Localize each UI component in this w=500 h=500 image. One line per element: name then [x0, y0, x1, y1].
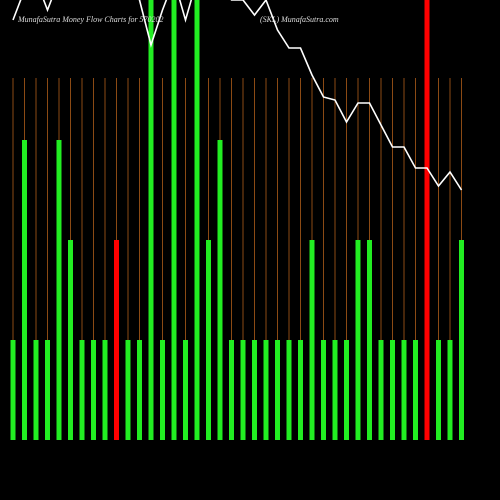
bar	[390, 340, 395, 440]
bar	[45, 340, 50, 440]
bar	[344, 340, 349, 440]
bar	[447, 340, 453, 440]
bar	[183, 340, 188, 440]
chart-title: MunafaSutra Money Flow Charts for 570202	[17, 15, 164, 24]
bar	[33, 340, 39, 440]
bar	[355, 240, 361, 440]
bars	[10, 0, 464, 440]
bar	[56, 140, 62, 440]
bar	[206, 240, 211, 440]
bar	[68, 240, 73, 440]
bar	[252, 340, 257, 440]
bar	[263, 340, 269, 440]
bar	[148, 0, 154, 440]
bar	[378, 340, 384, 440]
bar	[286, 340, 292, 440]
bar	[79, 340, 85, 440]
bar	[125, 340, 131, 440]
bar	[240, 340, 246, 440]
bar	[91, 340, 96, 440]
bar	[217, 140, 223, 440]
bar	[436, 340, 441, 440]
bar	[229, 340, 234, 440]
bar	[401, 340, 407, 440]
bar	[332, 340, 338, 440]
bar	[413, 340, 418, 440]
bar	[102, 340, 108, 440]
money-flow-line	[12, 0, 463, 191]
bar	[114, 240, 119, 440]
bar	[367, 240, 372, 440]
bar	[309, 240, 315, 440]
line-group	[12, 0, 463, 191]
bar	[459, 240, 464, 440]
bar	[194, 0, 200, 440]
bar	[137, 340, 142, 440]
bar	[321, 340, 326, 440]
bar	[275, 340, 280, 440]
bar	[10, 340, 16, 440]
bar	[22, 140, 27, 440]
bar	[424, 0, 430, 440]
chart-subtitle: (SKL) MunafaSutra.com	[260, 15, 339, 24]
bar	[298, 340, 303, 440]
bar	[171, 0, 177, 440]
bar	[160, 340, 165, 440]
